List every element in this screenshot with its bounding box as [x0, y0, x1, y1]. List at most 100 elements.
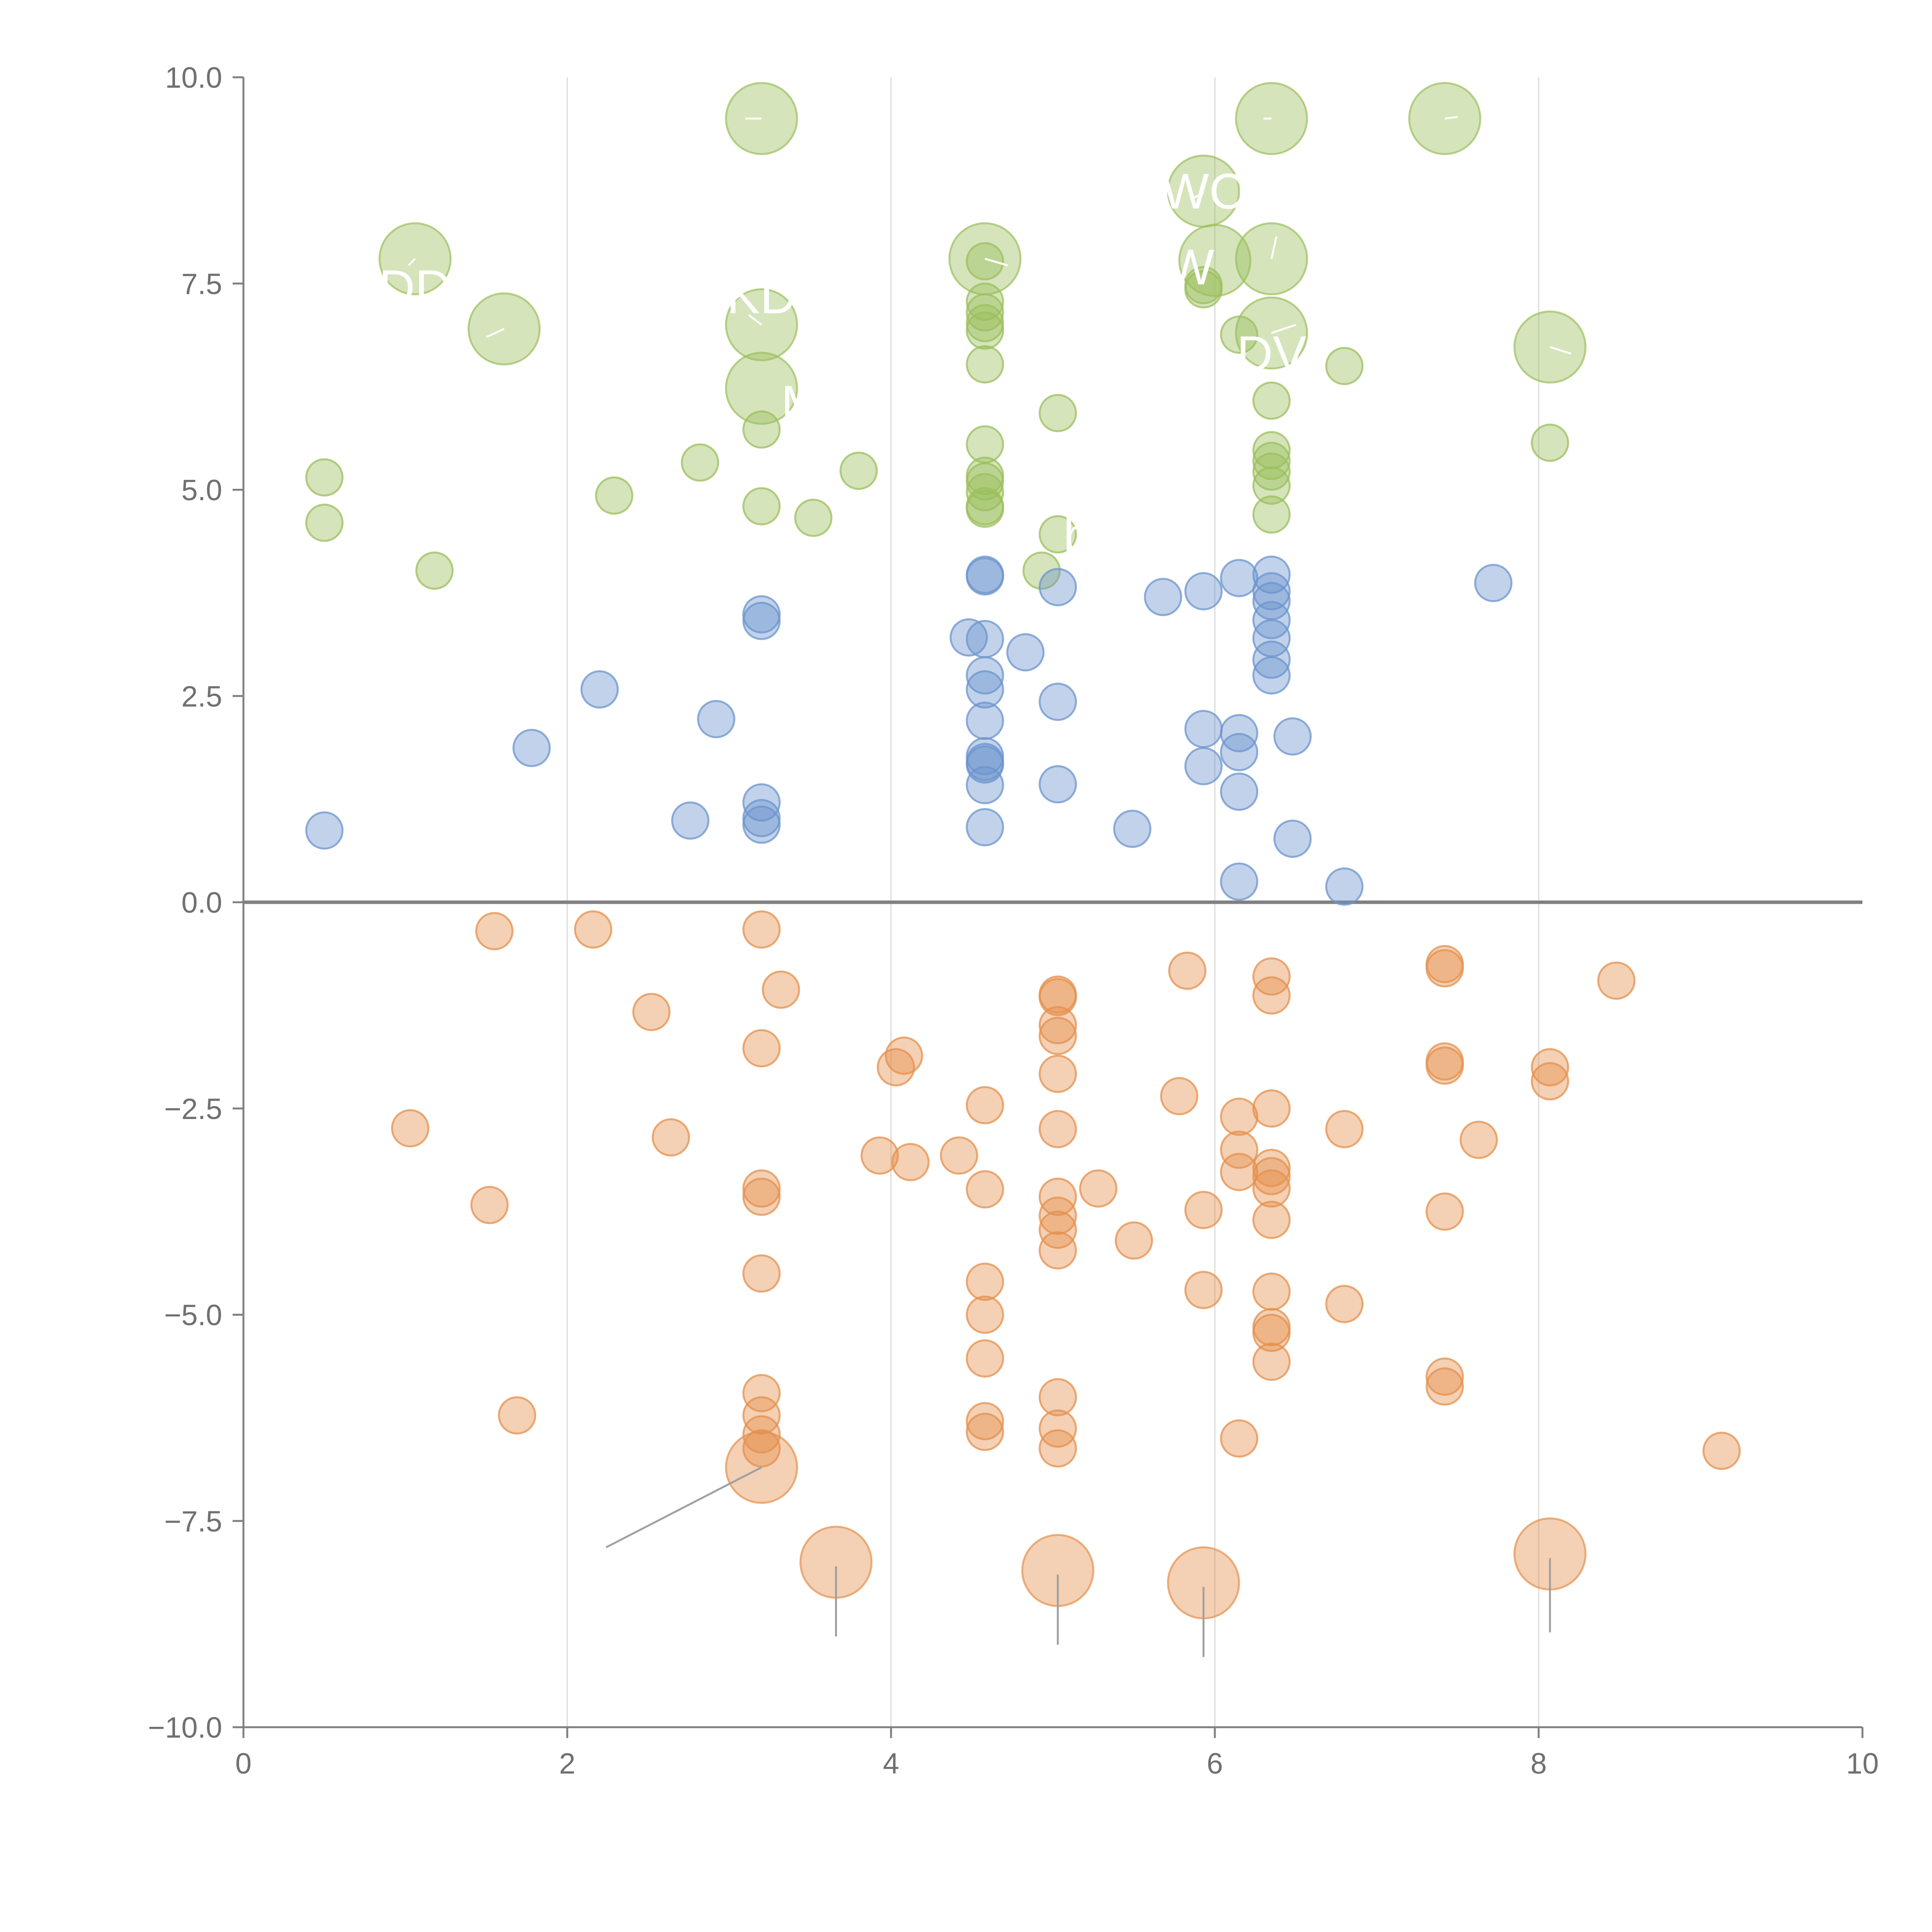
blue-point: [966, 808, 1004, 847]
blue-point: [966, 766, 1004, 804]
green-point: [1252, 495, 1291, 534]
leader-lines: [408, 116, 1571, 1657]
blue-point: [305, 811, 344, 850]
orange-point: [1252, 1201, 1291, 1239]
green-point: [966, 282, 1004, 321]
point-label: M: [781, 375, 823, 431]
orange-point: [1115, 1221, 1153, 1260]
green-point: [966, 345, 1004, 384]
blue-point: [966, 745, 1004, 784]
blue-point: [1252, 572, 1291, 611]
blue-point: [966, 620, 1004, 658]
point-label: WC: [1162, 163, 1245, 219]
green-point: [966, 473, 1004, 512]
leader-line-white: [748, 314, 762, 326]
orange-point: [742, 1169, 781, 1208]
blue-point: [1113, 810, 1151, 848]
point-label: W: [1167, 239, 1214, 295]
green-point: [1039, 515, 1077, 554]
x-tick-label: 2: [559, 1747, 575, 1780]
orange-point: [651, 1118, 690, 1156]
blue-point: [1325, 867, 1364, 906]
blue-point: [697, 700, 735, 738]
data-points: [305, 242, 1741, 1470]
green-point: [794, 498, 833, 537]
orange-point: [470, 1186, 509, 1225]
orange-point: [1160, 1077, 1199, 1116]
orange-point: [966, 1402, 1004, 1440]
leader-line-white: [408, 258, 416, 266]
leader-line: [605, 1466, 762, 1548]
orange-point: [1039, 1378, 1077, 1417]
axes: [233, 76, 1864, 1738]
green-point: [305, 458, 344, 497]
orange-point: [391, 1109, 430, 1148]
orange-point: [966, 1296, 1004, 1334]
green-point: [839, 451, 878, 490]
orange-point: [891, 1143, 930, 1182]
orange-point: [1039, 978, 1077, 1017]
y-tick-label: 10.0: [165, 61, 222, 94]
orange-point: [1702, 1432, 1741, 1470]
orange-point: [475, 912, 514, 951]
orange-point: [1425, 1357, 1464, 1396]
x-tick-label: 4: [883, 1747, 899, 1780]
y-tick-labels: −10.0 −7.5 −5.0 −2.5 0.0 2.5 5.0 7.5 10.0: [148, 61, 222, 1744]
green-point: [966, 490, 1004, 528]
orange-point: [861, 1136, 899, 1175]
orange-point: [1039, 1017, 1077, 1055]
orange-point: [1252, 1272, 1291, 1311]
orange-point: [1252, 1089, 1291, 1128]
orange-point: [1531, 1048, 1569, 1087]
blue-point: [1144, 578, 1182, 616]
orange-point: [1039, 1211, 1077, 1249]
leader-line-white: [1271, 324, 1296, 334]
y-tick-label: 7.5: [181, 268, 222, 301]
green-point: [1325, 347, 1364, 385]
blue-point: [1039, 682, 1077, 721]
blue-point: [580, 670, 619, 709]
orange-point: [742, 1029, 781, 1068]
orange-point: [1252, 1157, 1291, 1196]
orange-point: [966, 1170, 1004, 1209]
green-point: [966, 311, 1004, 350]
green-point: [966, 242, 1004, 281]
orange-point: [1425, 1192, 1464, 1231]
x-tick-label: 0: [235, 1747, 252, 1780]
orange-point: [742, 910, 781, 949]
y-tick-label: −10.0: [148, 1711, 222, 1744]
x-tick-label: 10: [1846, 1747, 1879, 1780]
orange-point: [1039, 1054, 1077, 1093]
green-point: [1184, 270, 1223, 309]
blue-point: [1252, 555, 1291, 594]
orange-point: [1252, 1313, 1291, 1352]
y-tick-label: −2.5: [164, 1093, 222, 1126]
green-point: [305, 503, 344, 542]
y-tick-label: −7.5: [164, 1505, 222, 1538]
y-tick-label: 2.5: [181, 680, 222, 713]
orange-point: [632, 993, 671, 1031]
orange-point: [1039, 1231, 1077, 1270]
orange-point: [1220, 1131, 1259, 1169]
x-tick-labels: 0 2 4 6 8 10: [235, 1747, 1879, 1780]
green-point: [1252, 381, 1291, 420]
blue-point: [1220, 862, 1259, 901]
orange-point: [1425, 1046, 1464, 1085]
orange-point: [1184, 1190, 1223, 1229]
orange-point: [1325, 1110, 1364, 1148]
blue-point: [1220, 772, 1259, 811]
blue-point: [966, 557, 1004, 596]
leader-line-white: [985, 258, 1008, 267]
orange-point: [1220, 1419, 1259, 1458]
leader-line-white: [486, 328, 505, 338]
leader-line-white: [1549, 346, 1571, 355]
orange-point: [742, 1429, 781, 1468]
blue-point: [1252, 656, 1291, 695]
bubbles: [378, 82, 1587, 1619]
orange-point: [1459, 1121, 1498, 1159]
green-point: [742, 487, 781, 526]
y-tick-label: −5.0: [164, 1299, 222, 1332]
blue-point: [966, 656, 1004, 695]
point-label: DV: [1236, 325, 1306, 382]
